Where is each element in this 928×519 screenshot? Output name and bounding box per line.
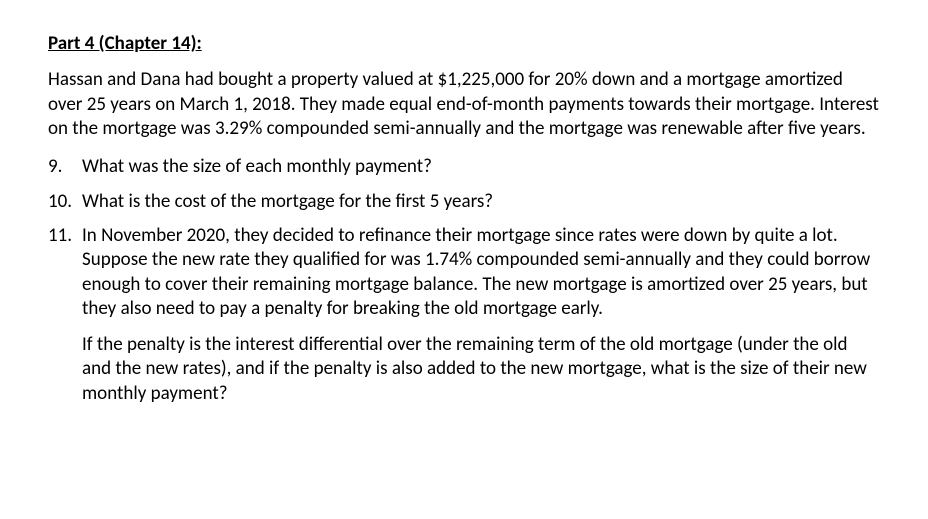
question-text: What is the cost of the mortgage for the… bbox=[82, 190, 880, 214]
section-heading: Part 4 (Chapter 14): bbox=[48, 32, 880, 56]
question-9: 9. What was the size of each monthly pay… bbox=[48, 155, 880, 179]
question-11-followup: If the penalty is the interest different… bbox=[82, 333, 880, 406]
question-10: 10. What is the cost of the mortgage for… bbox=[48, 190, 880, 214]
question-number: 9. bbox=[48, 155, 82, 179]
question-text: What was the size of each monthly paymen… bbox=[82, 155, 880, 179]
question-number: 10. bbox=[48, 190, 82, 214]
intro-paragraph: Hassan and Dana had bought a property va… bbox=[48, 68, 880, 141]
question-number: 11. bbox=[48, 224, 82, 321]
question-text: In November 2020, they decided to refina… bbox=[82, 224, 880, 321]
document-page: Part 4 (Chapter 14): Hassan and Dana had… bbox=[0, 0, 928, 438]
question-11: 11. In November 2020, they decided to re… bbox=[48, 224, 880, 321]
